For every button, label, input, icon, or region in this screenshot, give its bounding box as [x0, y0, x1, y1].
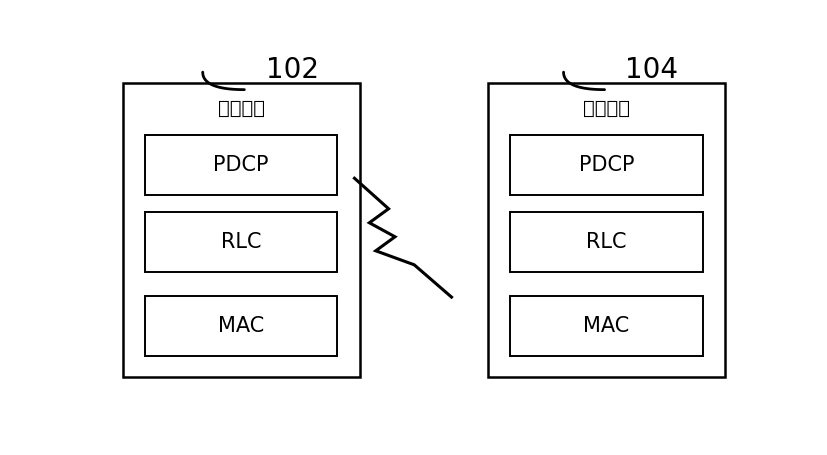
Text: RLC: RLC: [221, 232, 261, 252]
Text: 接收设备: 接收设备: [218, 99, 265, 118]
Text: MAC: MAC: [218, 316, 265, 336]
Text: PDCP: PDCP: [579, 155, 634, 175]
Text: PDCP: PDCP: [213, 155, 269, 175]
Bar: [510, 135, 703, 195]
Text: 102: 102: [266, 56, 319, 84]
Text: 发送设备: 发送设备: [583, 99, 630, 118]
Bar: [510, 296, 703, 356]
Text: MAC: MAC: [583, 316, 629, 336]
Bar: [145, 212, 337, 272]
Bar: [122, 83, 360, 377]
Text: 104: 104: [625, 56, 678, 84]
Bar: [145, 296, 337, 356]
Bar: [145, 135, 337, 195]
Bar: [488, 83, 725, 377]
Bar: [510, 212, 703, 272]
Text: RLC: RLC: [586, 232, 627, 252]
